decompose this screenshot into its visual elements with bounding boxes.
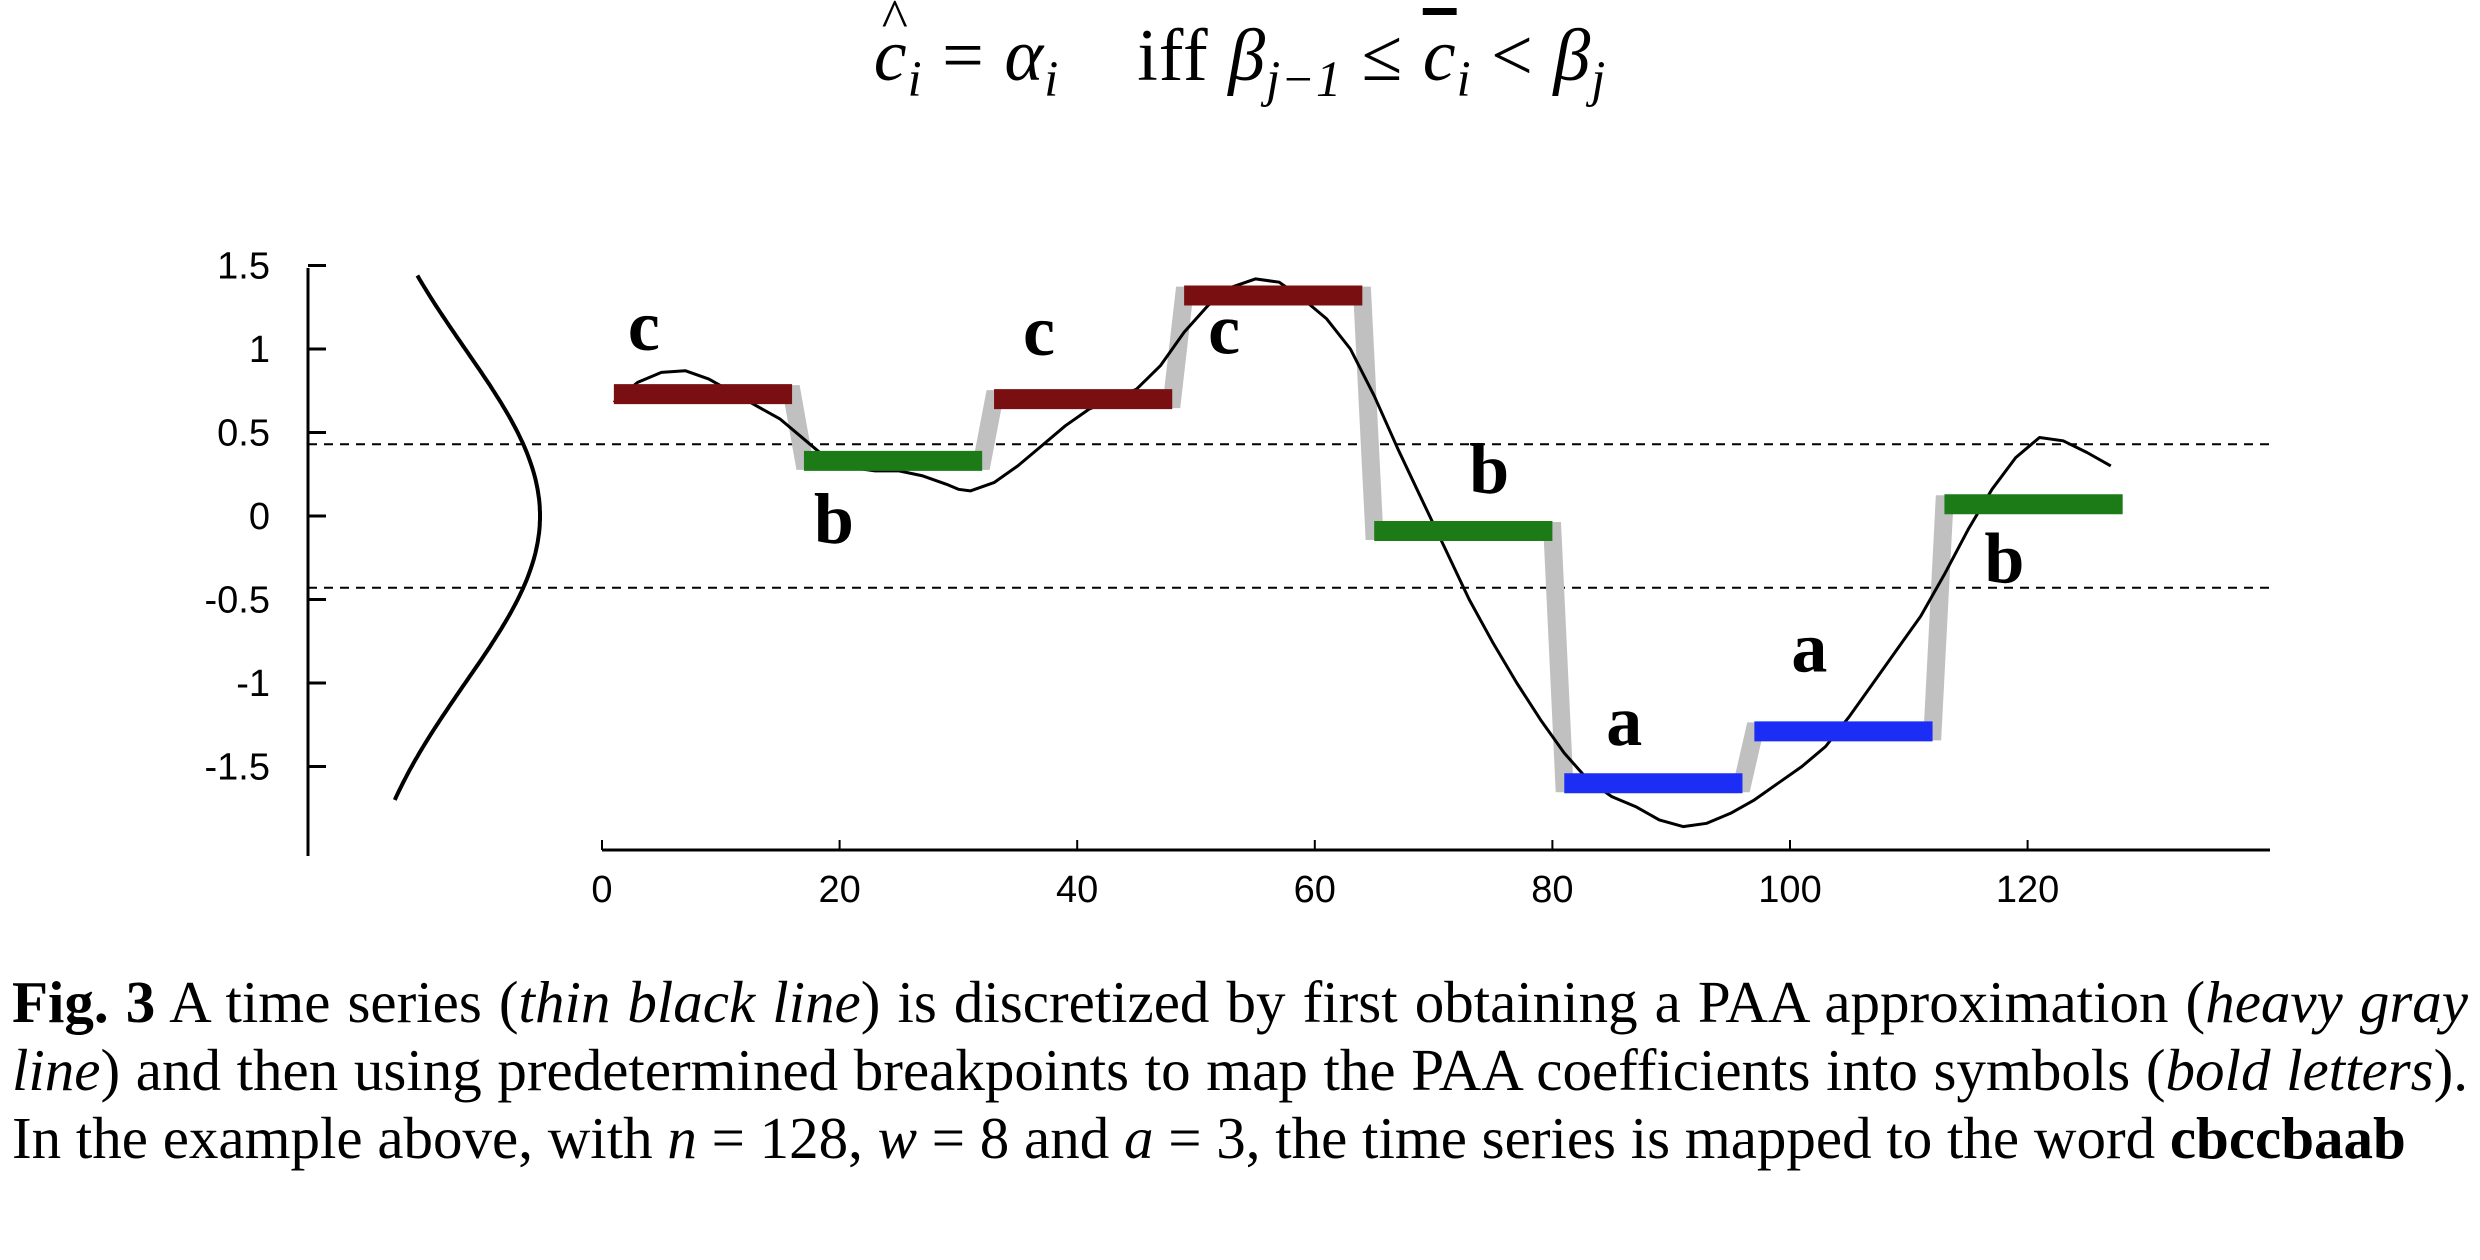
axes: 1.5 1 0.5 0 -0.5 -1 -1.5 0 20 40 60 80 100 120 — [205, 246, 2270, 911]
symbol-segments — [613, 285, 2123, 794]
beta: β — [1228, 15, 1267, 97]
x-tick-label: 100 — [1758, 869, 1821, 911]
sub-i-2: i — [1044, 50, 1060, 107]
caption-text-7: = 3, the time series is mapped to the wo… — [1153, 1105, 2170, 1171]
x-tick-label: 40 — [1056, 869, 1098, 911]
iff-text: iff — [1137, 15, 1209, 97]
symbol-label-b: b — [1469, 429, 1509, 509]
c-bar: c — [1422, 15, 1457, 97]
var-w: w — [877, 1105, 917, 1171]
beta-2: β — [1553, 15, 1592, 97]
symbol-label-a: a — [1791, 607, 1827, 687]
equals-sign: = — [942, 15, 985, 97]
symbol-label-a: a — [1606, 681, 1642, 761]
x-tick-label: 80 — [1531, 869, 1573, 911]
symbol-label-b: b — [814, 479, 854, 559]
sax-figure: 1.5 1 0.5 0 -0.5 -1 -1.5 0 20 40 60 80 100 120 c b c c b a… — [205, 246, 2275, 911]
x-tick-label: 20 — [818, 869, 860, 911]
sub-j-minus-1: j−1 — [1266, 50, 1343, 107]
var-a: a — [1123, 1105, 1154, 1171]
caption-italic-3: bold letters — [2165, 1037, 2434, 1103]
caption-text-5: = 128, — [696, 1105, 878, 1171]
gaussian-curve — [392, 274, 542, 801]
formula: ci = αi iff βj−1 ≤ ci < βj — [0, 0, 2480, 108]
lt-sign: < — [1491, 15, 1534, 97]
caption-text-6: = 8 and — [916, 1105, 1124, 1171]
y-tick-label: 0.5 — [217, 413, 270, 455]
sub-j: j — [1591, 50, 1607, 107]
alpha: α — [1004, 15, 1045, 97]
breakpoint-lines — [308, 443, 2275, 589]
x-tick-label: 60 — [1294, 869, 1336, 911]
sax-word: cbccbaab — [2169, 1105, 2406, 1171]
caption-italic-2: heavy gray line — [12, 969, 2468, 1103]
symbol-label-b: b — [1984, 518, 2024, 598]
caption-text-4: ). In the example above, with — [12, 1037, 2468, 1171]
y-tick-label: 1 — [249, 329, 270, 371]
symbol-labels: c b c c b a a b — [628, 286, 2025, 761]
y-tick-label: -1.5 — [205, 747, 270, 789]
caption-text-3: ) and then using predetermined breakpoin… — [100, 1037, 2166, 1103]
y-tick-label: 1.5 — [217, 246, 270, 288]
symbol-label-c: c — [1023, 291, 1055, 371]
leq-sign: ≤ — [1361, 15, 1404, 97]
x-tick-label: 0 — [591, 869, 612, 911]
caption-text-1: A time series ( — [155, 969, 519, 1035]
caption-text-2: ) is discretized by first obtaining a PA… — [860, 969, 2206, 1035]
c-hat: c — [874, 0, 909, 99]
y-tick-label: -0.5 — [205, 580, 270, 622]
var-n: n — [667, 1105, 697, 1171]
symbol-label-c: c — [628, 286, 660, 366]
sub-i-3: i — [1456, 50, 1472, 107]
sub-i: i — [907, 50, 923, 107]
caption-italic-1: thin black line — [518, 969, 861, 1035]
y-tick-label: -1 — [236, 663, 270, 705]
symbol-label-c: c — [1208, 290, 1240, 370]
figure-caption: Fig. 3 A time series (thin black line) i… — [12, 968, 2468, 1172]
x-tick-label: 120 — [1996, 869, 2059, 911]
fig-label: Fig. 3 — [12, 969, 156, 1035]
y-tick-label: 0 — [249, 496, 270, 538]
gaussian-curve-path — [392, 274, 542, 801]
